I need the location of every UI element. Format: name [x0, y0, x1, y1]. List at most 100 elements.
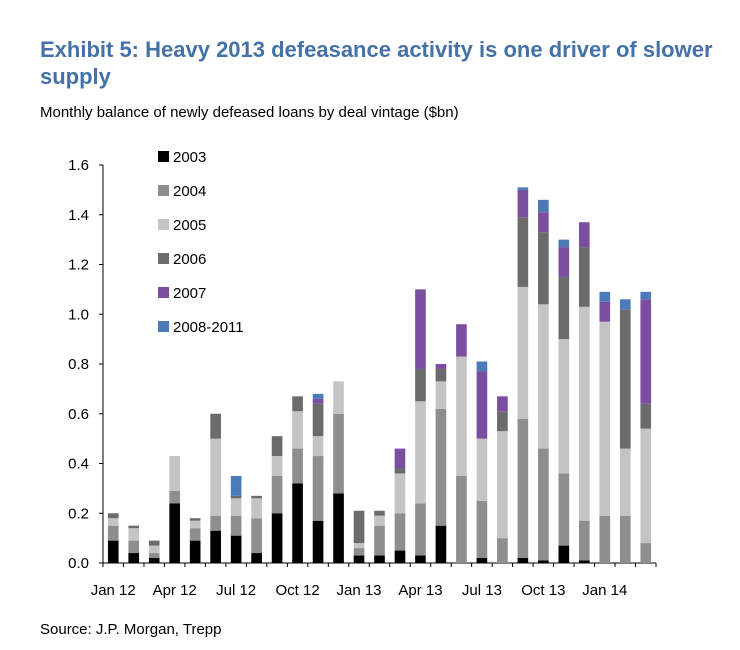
- bar-segment-2008-2011-Jul-12: [230, 475, 242, 496]
- bar-segment-2006-Mar-14: [640, 403, 652, 429]
- bar-segment-2004-Feb-12: [128, 540, 140, 554]
- bar-segment-2008-2011-Feb-14: [619, 299, 631, 310]
- chart-title: Exhibit 5: Heavy 2013 defeasance activit…: [40, 37, 713, 89]
- bar-segment-2003-Apr-13: [415, 555, 426, 563]
- bar-segment-2006-Oct-12: [292, 396, 303, 412]
- bar-segment-2005-Nov-12: [312, 436, 324, 457]
- bar-segment-2008-2011-Sep-13: [517, 187, 529, 190]
- bar-segment-2005-Jan-12: [107, 518, 119, 526]
- bar-segment-2006-Dec-13: [578, 247, 590, 307]
- bar-segment-2004-Sep-12: [271, 475, 283, 514]
- y-tick-label: 0.4: [68, 456, 89, 473]
- bar-segment-2006-Sep-13: [517, 217, 529, 287]
- bar-segment-2005-Apr-12: [169, 456, 181, 491]
- legend-swatch-2007: [158, 287, 169, 298]
- bar-segment-2006-May-13: [435, 368, 447, 382]
- bar-segment-2004-Jun-12: [210, 515, 221, 531]
- bar-segment-2005-Jul-13: [476, 438, 488, 501]
- bar-segment-2003-Sep-12: [271, 513, 283, 563]
- bar-segment-2004-Mar-13: [394, 513, 406, 551]
- bar-segment-2006-Jan-13: [353, 510, 365, 544]
- bar-segment-2008-2011-Mar-14: [640, 291, 652, 300]
- bar-segment-2006-Jun-12: [210, 413, 221, 439]
- bar-segment-2004-Feb-14: [619, 515, 631, 563]
- bar-segment-2005-Nov-13: [558, 339, 570, 474]
- bar-segment-2008-2011-Nov-12: [312, 393, 324, 399]
- bar-segment-2005-Aug-12: [251, 498, 262, 519]
- bar-segment-2008-2011-Oct-13: [538, 199, 549, 213]
- bar-segment-2004-Jan-14: [599, 515, 611, 563]
- bar-segment-2003-Sep-13: [517, 558, 529, 563]
- bar-segment-2003-Jun-12: [210, 530, 221, 563]
- legend-label: 2004: [173, 183, 206, 200]
- y-tick-label: 1.0: [68, 306, 89, 323]
- legend-label: 2008-2011: [173, 319, 244, 336]
- bar-segment-2005-Sep-13: [517, 286, 529, 419]
- bar-segment-2007-Apr-13: [415, 289, 426, 369]
- bar-segment-2003-Oct-13: [538, 560, 549, 563]
- bar-segment-2006-Mar-12: [148, 540, 160, 546]
- x-tick-label: Jan 12: [91, 582, 136, 599]
- x-tick-label: Oct 13: [521, 582, 565, 599]
- x-tick-label: Apr 12: [153, 582, 197, 599]
- legend-swatch-2004: [158, 185, 169, 196]
- bar-segment-2004-Feb-13: [374, 525, 385, 556]
- bar-segment-2004-Sep-13: [517, 418, 529, 559]
- legend-swatch-2006: [158, 253, 169, 264]
- bar-segment-2003-Mar-13: [394, 550, 406, 563]
- chart-axes: 0.0 0.2 0.4 0.6 0.8 1.0 1.2 1.4 1.6 Jan 12 Apr 12 J…: [68, 157, 657, 599]
- x-tick-label: Jan 14: [582, 582, 627, 599]
- y-tick-label: 1.2: [68, 257, 89, 274]
- bar-segment-2005-Jun-12: [210, 438, 221, 516]
- x-tick-label: Jan 13: [336, 582, 381, 599]
- bar-segment-2007-Sep-13: [517, 189, 529, 218]
- y-tick-label: 0.8: [68, 356, 89, 373]
- bar-segment-2005-Jul-12: [230, 498, 242, 516]
- bar-segment-2005-Sep-12: [271, 456, 283, 476]
- bar-segment-2004-Apr-12: [169, 490, 181, 504]
- x-tick-label: Apr 13: [398, 582, 442, 599]
- bar-segment-2006-Feb-13: [374, 510, 385, 516]
- bar-segment-2005-Dec-13: [578, 306, 590, 521]
- bar-segment-2005-Feb-14: [619, 448, 631, 516]
- bar-segment-2007-Jul-13: [476, 371, 488, 439]
- bar-segment-2006-Feb-14: [619, 309, 631, 449]
- bar-segment-2003-Dec-12: [333, 493, 344, 563]
- bar-segment-2004-Dec-12: [333, 413, 344, 494]
- bar-segment-2005-May-12: [189, 520, 201, 529]
- bar-segment-2007-Mar-14: [640, 299, 652, 404]
- bar-segment-2004-May-13: [435, 408, 447, 526]
- bar-segment-2006-Aug-13: [497, 411, 508, 432]
- chart-bars: [107, 187, 652, 563]
- bar-segment-2006-Apr-13: [415, 368, 426, 402]
- bar-segment-2005-Mar-12: [148, 545, 160, 554]
- bar-segment-2007-Dec-13: [578, 222, 590, 248]
- bar-segment-2004-Aug-13: [497, 538, 508, 563]
- legend-swatch-2003: [158, 151, 169, 162]
- bar-segment-2005-Mar-14: [640, 428, 652, 544]
- source-note: Source: J.P. Morgan, Trepp: [40, 621, 222, 638]
- bar-segment-2005-Jan-14: [599, 321, 611, 516]
- legend-label: 2006: [173, 251, 206, 268]
- y-tick-label: 0.6: [68, 406, 89, 423]
- bar-segment-2006-Oct-13: [538, 232, 549, 305]
- legend-label: 2007: [173, 285, 206, 302]
- bar-segment-2005-Mar-13: [394, 473, 406, 514]
- bar-segment-2006-Mar-13: [394, 468, 406, 474]
- bar-segment-2004-Dec-13: [578, 520, 590, 561]
- bar-segment-2004-Jul-12: [230, 515, 242, 536]
- bar-segment-2004-Oct-13: [538, 448, 549, 561]
- bar-segment-2004-Jul-13: [476, 500, 488, 559]
- bar-segment-2003-Oct-12: [292, 483, 303, 563]
- bar-segment-2003-Nov-13: [558, 545, 570, 563]
- bar-segment-2004-Jan-13: [353, 548, 365, 556]
- legend-swatch-2005: [158, 219, 169, 230]
- bar-segment-2006-Nov-12: [312, 403, 324, 437]
- y-tick-label: 1.4: [68, 207, 89, 224]
- legend-label: 2005: [173, 217, 206, 234]
- bar-segment-2007-Mar-13: [394, 448, 406, 469]
- bar-segment-2008-2011-Jan-14: [599, 291, 611, 302]
- bar-segment-2003-Jan-12: [107, 540, 119, 563]
- bar-segment-2004-Jun-13: [456, 475, 467, 563]
- bar-segment-2004-Mar-12: [148, 553, 160, 559]
